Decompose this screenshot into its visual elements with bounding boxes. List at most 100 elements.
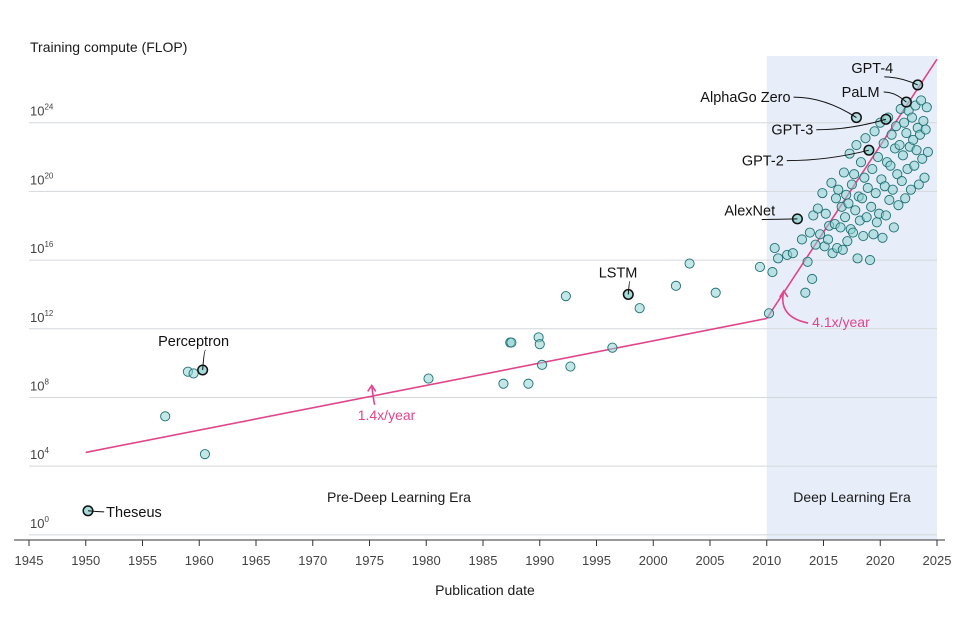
data-point — [536, 359, 548, 370]
data-point — [833, 184, 844, 195]
data-point — [843, 198, 854, 209]
data-point — [900, 193, 911, 204]
data-point — [878, 138, 889, 149]
annotation-label: AlphaGo Zero — [700, 90, 790, 106]
data-point — [920, 124, 931, 135]
data-point — [872, 152, 884, 163]
data-point — [877, 232, 888, 243]
x-tick-label: 1990 — [525, 553, 554, 568]
annotation-leader — [883, 91, 907, 103]
data-point — [849, 169, 860, 180]
data-point — [899, 117, 910, 128]
annotation-leader — [627, 280, 631, 295]
x-tick-label: 2025 — [923, 553, 952, 568]
x-tick-label: 2010 — [752, 553, 781, 568]
data-point — [769, 243, 780, 254]
data-point — [560, 291, 571, 302]
data-point — [842, 236, 853, 247]
data-point — [887, 184, 898, 195]
x-tick-label: 1945 — [15, 553, 44, 568]
annotation-label: AlexNet — [724, 203, 775, 219]
data-point — [188, 368, 199, 379]
trend-arrow — [782, 290, 809, 324]
y-tick-label: 104 — [30, 446, 49, 462]
annotation-label: Theseus — [106, 505, 162, 521]
data-point — [812, 203, 823, 214]
data-point — [888, 222, 899, 233]
trend-arrow — [370, 385, 376, 406]
data-point — [851, 139, 862, 151]
data-point — [767, 267, 778, 278]
data-point — [897, 150, 909, 161]
y-tick-label: 100 — [30, 515, 49, 531]
data-point — [804, 227, 815, 238]
deep-learning-era-label: Deep Learning Era — [793, 489, 911, 505]
data-point — [858, 230, 869, 242]
data-points — [82, 95, 933, 516]
data-point — [885, 160, 896, 171]
annotation-leader — [786, 149, 870, 162]
data-point — [846, 179, 857, 190]
annotation-label: PaLM — [842, 85, 880, 101]
annotation-leader — [816, 118, 887, 131]
y-tick-label: 1024 — [30, 103, 54, 119]
data-point — [893, 200, 904, 211]
annotation-leader — [884, 76, 918, 86]
data-point — [909, 160, 920, 171]
x-axis-title: Publication date — [435, 582, 535, 598]
data-point — [837, 244, 848, 255]
trend-line — [85, 317, 767, 454]
data-point — [822, 234, 834, 245]
y-tick-label: 1012 — [30, 309, 54, 325]
y-tick-label: 108 — [30, 377, 49, 393]
data-point — [860, 133, 871, 144]
annotation-leader — [793, 96, 857, 118]
data-point — [820, 208, 831, 219]
x-tick-label: 1995 — [582, 553, 611, 568]
data-point — [840, 212, 851, 223]
data-point — [710, 287, 721, 298]
data-point — [855, 157, 867, 168]
data-point — [199, 449, 210, 460]
x-tick-label: 1950 — [71, 553, 100, 568]
x-tick-label: 2020 — [866, 553, 895, 568]
data-point — [884, 194, 895, 206]
y-axis-title: Training compute (FLOP) — [30, 39, 187, 55]
x-tick-label: 1980 — [412, 553, 441, 568]
trend-arrowhead — [779, 289, 789, 298]
data-point — [835, 222, 846, 233]
data-point — [773, 253, 784, 264]
data-point — [841, 189, 852, 200]
data-point — [913, 179, 924, 190]
data-point — [523, 378, 534, 389]
data-point — [754, 261, 765, 273]
data-point — [911, 145, 922, 156]
data-point — [850, 205, 861, 216]
data-point — [859, 172, 870, 183]
data-point — [808, 210, 819, 221]
data-point — [921, 102, 932, 113]
data-point — [684, 258, 695, 269]
x-tick-label: 1970 — [298, 553, 327, 568]
data-point — [894, 139, 905, 151]
data-point — [838, 167, 849, 178]
data-point — [918, 115, 929, 127]
data-point — [763, 308, 775, 319]
data-point — [810, 239, 821, 250]
y-gridlines — [29, 122, 937, 536]
x-tick-label: 1960 — [185, 553, 214, 568]
data-point — [862, 182, 873, 194]
data-point — [901, 127, 912, 139]
data-point — [565, 361, 576, 372]
data-point — [796, 234, 807, 245]
data-point — [896, 176, 907, 187]
data-point — [861, 212, 872, 223]
data-point — [919, 172, 930, 183]
data-point — [869, 126, 880, 137]
y-tick-labels: 100 104 108 1012 1016 1020 1024 — [30, 103, 54, 531]
data-point — [423, 373, 434, 384]
x-tick-label: 1975 — [355, 553, 384, 568]
data-point — [817, 188, 828, 199]
data-point — [607, 342, 618, 353]
